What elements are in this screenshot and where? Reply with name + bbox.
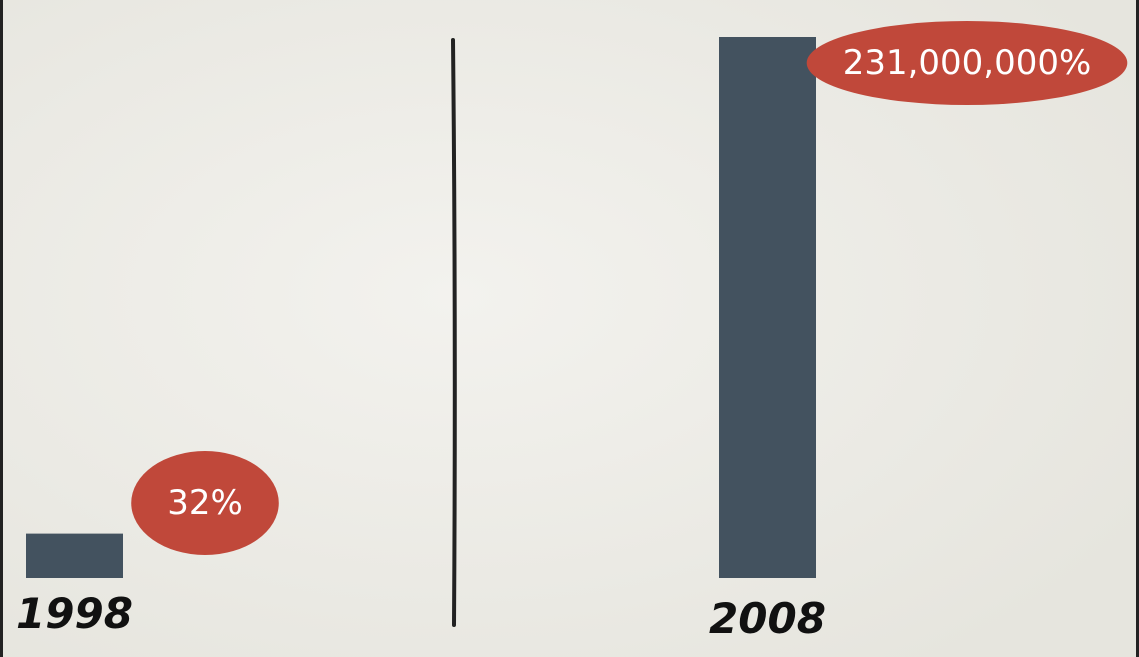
value-bubble <box>806 21 1128 105</box>
left-edge <box>0 0 3 657</box>
bar <box>719 37 816 578</box>
value-bubble <box>131 451 279 555</box>
bar <box>26 533 123 578</box>
x-tick-label: 1998 <box>16 589 133 638</box>
x-tick-label: 2008 <box>709 594 826 643</box>
right-edge <box>1136 0 1139 657</box>
divider <box>451 38 457 627</box>
value-label: 231,000,000% <box>843 43 1092 83</box>
value-label: 32% <box>167 483 243 523</box>
